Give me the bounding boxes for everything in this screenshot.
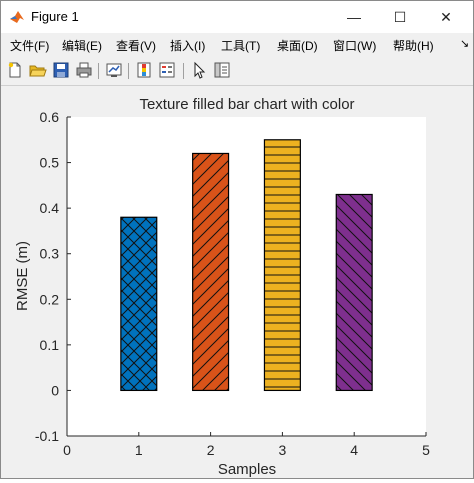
menu-bar: 文件(F) 编辑(E) 查看(V) 插入(I) 工具(T) 桌面(D) 窗口(W… (1, 33, 473, 57)
y-tick-label: 0.4 (40, 200, 60, 216)
y-axis-label: RMSE (m) (14, 241, 31, 311)
dock-arrow-icon[interactable]: ↘ (460, 38, 470, 50)
bar-sample-1 (120, 216, 158, 392)
y-tick-label: 0.5 (40, 155, 60, 171)
bars-group (120, 139, 373, 392)
maximize-icon: ☐ (393, 8, 407, 25)
x-tick-label: 5 (422, 442, 430, 458)
bar-chart: -0.100.10.20.30.40.50.60 1 2 3 4 5 Texture fi… (14, 96, 430, 478)
open-icon[interactable] (29, 61, 47, 79)
bar-sample-3 (263, 139, 301, 392)
menu-file[interactable]: 文件(F) (10, 39, 50, 53)
new-figure-icon[interactable] (6, 61, 24, 79)
insert-legend-icon[interactable] (158, 61, 176, 79)
x-tick-label: 2 (207, 442, 215, 458)
minimize-button[interactable]: — (331, 1, 377, 33)
close-button[interactable]: ✕ (423, 1, 469, 33)
chart-title: Texture filled bar chart with color (139, 96, 354, 113)
y-tick-label: 0.2 (40, 291, 60, 307)
toolbar-separator (183, 63, 184, 79)
matlab-logo-icon (10, 11, 24, 23)
y-tick-label: 0 (51, 382, 59, 398)
save-icon[interactable] (52, 61, 70, 79)
title-bar[interactable]: Figure 1 — ☐ ✕ (1, 1, 473, 33)
property-inspector-icon[interactable] (213, 61, 231, 79)
y-tick-label: 0.1 (40, 337, 60, 353)
y-tick-label: -0.1 (35, 428, 59, 444)
toolbar-separator (128, 63, 129, 79)
print-icon[interactable] (75, 61, 93, 79)
bar-sample-2 (192, 152, 230, 392)
figure-canvas[interactable]: -0.1 0 0.1 0.2 0.3 0.4 0.5 0.6 0 1 2 3 4 5 Texture fi… (2, 87, 473, 478)
minimize-icon: — (347, 9, 361, 25)
bar-sample-4 (335, 193, 373, 392)
menu-desktop[interactable]: 桌面(D) (277, 39, 318, 53)
axes-group: -0.100.10.20.30.40.50.60 1 2 3 4 5 (35, 109, 430, 458)
y-tick-label: 0.3 (40, 246, 60, 262)
insert-colorbar-icon[interactable] (135, 61, 153, 79)
toolbar (1, 57, 473, 86)
x-tick-label: 0 (63, 442, 71, 458)
close-icon: ✕ (440, 8, 452, 25)
x-tick-label: 3 (279, 442, 287, 458)
maximize-button[interactable]: ☐ (377, 1, 423, 33)
toolbar-separator (98, 63, 99, 79)
link-plot-icon[interactable] (105, 61, 123, 79)
menu-window[interactable]: 窗口(W) (333, 39, 377, 53)
menu-edit[interactable]: 编辑(E) (62, 39, 102, 53)
window-title: Figure 1 (31, 9, 79, 24)
x-tick-label: 1 (135, 442, 143, 458)
menu-insert[interactable]: 插入(I) (170, 39, 206, 53)
x-axis-label: Samples (218, 461, 276, 478)
menu-tools[interactable]: 工具(T) (221, 39, 261, 53)
x-tick-label: 4 (350, 442, 358, 458)
y-tick-label: 0.6 (40, 109, 60, 125)
edit-plot-pointer-icon[interactable] (190, 61, 208, 79)
menu-help[interactable]: 帮助(H) (393, 39, 434, 53)
menu-view[interactable]: 查看(V) (116, 39, 156, 53)
